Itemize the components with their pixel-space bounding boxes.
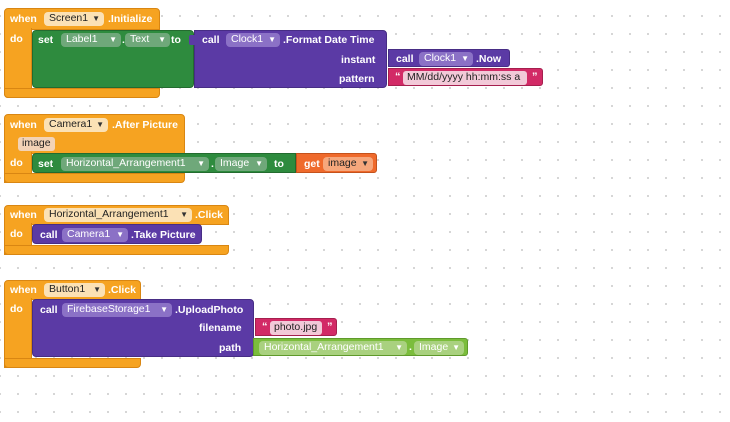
chevron-down-icon: ▼ (158, 35, 166, 44)
text-block-pattern[interactable]: “ MM/dd/yyyy hh:mm:ss a ” (388, 68, 543, 86)
method-name-label: .UploadPhoto (175, 304, 244, 316)
chevron-down-icon: ▼ (361, 159, 369, 168)
property-dropdown-text[interactable]: Text ▼ (125, 33, 170, 47)
component-dropdown-clock1[interactable]: Clock1 ▼ (419, 52, 473, 66)
chevron-down-icon: ▼ (116, 230, 124, 239)
chevron-down-icon: ▼ (197, 159, 205, 168)
component-dropdown-button1[interactable]: Button1 ▼ (44, 283, 105, 297)
event-footer (4, 358, 141, 368)
variable-dropdown-image[interactable]: image ▼ (323, 157, 373, 171)
to-keyword: to (274, 158, 284, 170)
method-name-label: .Take Picture (131, 229, 196, 241)
call-keyword: call (396, 53, 414, 65)
arg-label-path: path (219, 342, 242, 354)
call-keyword: call (202, 34, 220, 46)
do-keyword: do (10, 303, 23, 315)
component-dropdown-horizontal-arrangement1[interactable]: Horizontal_Arrangement1 ▼ (61, 157, 209, 171)
when-keyword: when (10, 119, 37, 131)
chevron-down-icon: ▼ (93, 285, 101, 294)
arg-label-instant: instant (341, 54, 376, 66)
chevron-down-icon: ▼ (268, 35, 276, 44)
chevron-down-icon: ▼ (109, 35, 117, 44)
event-block-horizontal-arrangement1-click[interactable]: when Horizontal_Arrangement1 ▼ .Click do (4, 205, 229, 255)
component-dropdown-camera1[interactable]: Camera1 ▼ (44, 118, 108, 132)
to-keyword: to (171, 34, 181, 46)
text-field-pattern[interactable]: MM/dd/yyyy hh:mm:ss a (403, 71, 527, 85)
arg-label-filename: filename (199, 322, 242, 334)
set-block-horizontal-arrangement1-image[interactable]: set Horizontal_Arrangement1 ▼ . Image ▼ to (32, 153, 296, 173)
chevron-down-icon: ▼ (395, 343, 403, 352)
component-dropdown-horizontal-arrangement1[interactable]: Horizontal_Arrangement1 ▼ (44, 208, 192, 222)
set-keyword: set (38, 34, 54, 46)
close-quote-icon: ” (532, 71, 538, 83)
event-block-button1-click[interactable]: when Button1 ▼ .Click do (4, 280, 141, 368)
input-connector (189, 35, 195, 45)
property-dropdown-image[interactable]: Image ▼ (215, 157, 267, 171)
set-block-label1-text[interactable]: set Label1 ▼ . Text ▼ to (32, 30, 194, 88)
chevron-down-icon: ▼ (92, 14, 100, 23)
event-footer (4, 173, 185, 183)
dot-separator: . (211, 158, 214, 170)
component-dropdown-label1[interactable]: Label1 ▼ (61, 33, 121, 47)
event-spine (4, 28, 32, 98)
call-keyword: call (40, 304, 58, 316)
call-block-camera1-take-picture[interactable]: call Camera1 ▼ .Take Picture (32, 224, 202, 244)
text-block-filename[interactable]: “ photo.jpg ” (255, 318, 337, 336)
event-parameter-image[interactable]: image (18, 137, 55, 151)
event-footer (4, 245, 229, 255)
when-keyword: when (10, 13, 37, 25)
close-quote-icon: ” (327, 321, 333, 333)
when-keyword: when (10, 209, 37, 221)
do-keyword: do (10, 33, 23, 45)
method-name-label: .Format Date Time (283, 34, 375, 46)
event-block-screen1-initialize[interactable]: when Screen1 ▼ .Initialize do (4, 8, 160, 98)
event-block-camera1-after-picture[interactable]: when Camera1 ▼ .After Picture image do (4, 114, 185, 183)
chevron-down-icon: ▼ (452, 343, 460, 352)
open-quote-icon: “ (262, 321, 268, 333)
component-dropdown-horizontal-arrangement1[interactable]: Horizontal_Arrangement1 ▼ (259, 341, 407, 355)
when-keyword: when (10, 284, 37, 296)
call-block-firebase-storage1-upload-photo[interactable]: call FirebaseStorage1 ▼ .UploadPhoto file… (32, 299, 254, 357)
get-keyword: get (304, 158, 320, 170)
component-dropdown-firebase-storage1[interactable]: FirebaseStorage1 ▼ (62, 303, 172, 317)
arg-label-pattern: pattern (339, 73, 375, 85)
call-block-clock1-now[interactable]: call Clock1 ▼ .Now (388, 49, 510, 67)
do-keyword: do (10, 228, 23, 240)
event-name-label: .After Picture (112, 119, 178, 131)
event-name-label: .Click (195, 209, 224, 221)
chevron-down-icon: ▼ (96, 120, 104, 129)
dot-separator: . (409, 341, 412, 353)
component-dropdown-camera1[interactable]: Camera1 ▼ (62, 228, 128, 242)
method-name-label: .Now (476, 53, 502, 65)
call-block-clock1-format-date-time[interactable]: call Clock1 ▼ .Format Date Time instant p… (189, 30, 387, 88)
event-spine (4, 298, 32, 368)
set-keyword: set (38, 158, 54, 170)
component-dropdown-screen1[interactable]: Screen1 ▼ (44, 12, 104, 26)
property-dropdown-image[interactable]: Image ▼ (414, 341, 464, 355)
call-keyword: call (40, 229, 58, 241)
component-getter-horizontal-arrangement1-image[interactable]: Horizontal_Arrangement1 ▼ . Image ▼ (253, 338, 468, 356)
text-field-filename[interactable]: photo.jpg (270, 321, 322, 335)
event-name-label: .Initialize (108, 13, 153, 25)
do-keyword: do (10, 157, 23, 169)
event-footer (4, 88, 160, 98)
open-quote-icon: “ (395, 71, 401, 83)
chevron-down-icon: ▼ (461, 54, 469, 63)
component-dropdown-clock1[interactable]: Clock1 ▼ (226, 33, 280, 47)
chevron-down-icon: ▼ (180, 210, 188, 219)
get-block-image[interactable]: get image ▼ (296, 153, 377, 173)
dot-separator: . (122, 34, 125, 46)
chevron-down-icon: ▼ (255, 159, 263, 168)
chevron-down-icon: ▼ (160, 305, 168, 314)
event-name-label: .Click (108, 284, 137, 296)
